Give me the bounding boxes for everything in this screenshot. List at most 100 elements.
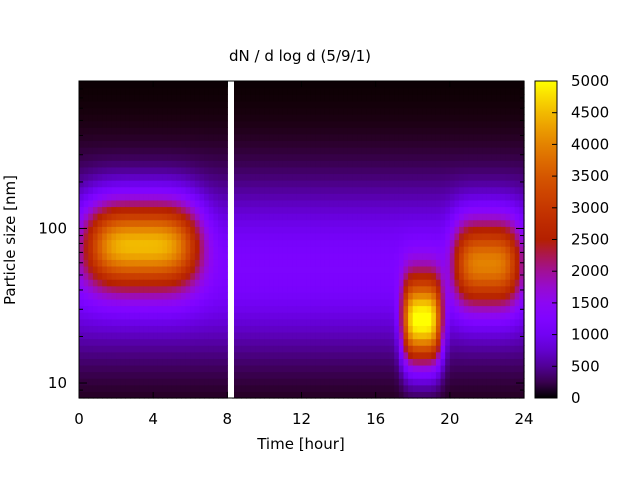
heatmap-cell <box>88 160 94 168</box>
heatmap-cell <box>111 279 117 287</box>
heatmap-cell <box>134 199 140 208</box>
heatmap-cell <box>519 378 525 386</box>
heatmap-cell <box>463 338 469 346</box>
heatmap-cell <box>278 160 284 168</box>
heatmap-cell <box>269 107 275 115</box>
heatmap-cell <box>431 120 437 128</box>
heatmap-cell <box>333 120 340 128</box>
heatmap-cell <box>125 232 131 241</box>
heatmap-cell <box>102 232 108 241</box>
heatmap-cell <box>352 160 358 168</box>
heatmap-cell <box>218 318 224 326</box>
heatmap-cell <box>389 345 395 353</box>
heatmap-cell <box>454 153 460 161</box>
heatmap-cell <box>116 173 122 181</box>
heatmap-cell <box>213 127 219 135</box>
heatmap-cell <box>176 371 182 379</box>
heatmap-cell <box>306 239 312 247</box>
heatmap-cell <box>449 166 456 175</box>
heatmap-cell <box>106 384 113 392</box>
heatmap-cell <box>185 331 191 340</box>
heatmap-cell <box>431 358 437 366</box>
heatmap-cell <box>431 318 437 326</box>
heatmap-cell <box>143 331 150 340</box>
heatmap-cell <box>398 232 405 241</box>
heatmap-cell <box>296 318 303 326</box>
heatmap-cell <box>259 318 266 326</box>
heatmap-cell <box>412 147 418 155</box>
heatmap-cell <box>176 166 182 175</box>
heatmap-cell <box>384 259 391 267</box>
heatmap-cell <box>180 87 187 95</box>
heatmap-cell <box>398 325 405 333</box>
heatmap-cell <box>477 206 483 214</box>
heatmap-cell <box>333 246 340 254</box>
heatmap-cell <box>157 378 164 386</box>
heatmap-cell <box>357 265 363 274</box>
heatmap-cell <box>389 318 395 326</box>
heatmap-cell <box>97 94 103 102</box>
heatmap-cell <box>97 193 103 201</box>
heatmap-cell <box>222 371 228 379</box>
heatmap-cell <box>120 180 126 188</box>
heatmap-cell <box>162 305 168 313</box>
heatmap-cell <box>120 219 126 227</box>
heatmap-cell <box>129 114 136 122</box>
heatmap-cell <box>398 226 405 234</box>
heatmap-cell <box>324 325 330 333</box>
y-axis-label: Particle size [nm] <box>1 175 19 305</box>
heatmap-cell <box>347 100 354 109</box>
heatmap-cell <box>213 285 219 293</box>
heatmap-cell <box>180 173 187 181</box>
heatmap-cell <box>176 272 182 280</box>
heatmap-cell <box>459 166 465 175</box>
heatmap-cell <box>357 173 363 181</box>
heatmap-cell <box>375 318 381 326</box>
heatmap-cell <box>185 325 191 333</box>
heatmap-cell <box>477 127 483 135</box>
heatmap-cell <box>320 180 326 188</box>
heatmap-cell <box>449 298 456 307</box>
heatmap-cell <box>129 226 136 234</box>
heatmap-cell <box>255 298 261 307</box>
heatmap-cell <box>347 292 354 300</box>
heatmap-cell <box>153 239 159 247</box>
heatmap-cell <box>329 239 335 247</box>
heatmap-cell <box>204 345 210 353</box>
heatmap-cell <box>454 114 460 122</box>
heatmap-cell <box>106 358 113 366</box>
heatmap-cell <box>120 226 126 234</box>
heatmap-cell <box>120 239 126 247</box>
heatmap-cell <box>338 338 344 346</box>
heatmap-cell <box>143 378 150 386</box>
heatmap-cell <box>134 239 140 247</box>
heatmap-cell <box>292 338 298 346</box>
heatmap-cell <box>486 226 493 234</box>
heatmap-cell <box>477 364 483 373</box>
heatmap-cell <box>222 318 228 326</box>
heatmap-cell <box>459 298 465 307</box>
heatmap-cell <box>463 384 469 392</box>
heatmap-cell <box>412 358 418 366</box>
heatmap-cell <box>134 272 140 280</box>
heatmap-cell <box>505 140 511 148</box>
heatmap-cell <box>264 153 270 161</box>
heatmap-cell <box>347 107 354 115</box>
heatmap-cell <box>292 81 298 89</box>
heatmap-cell <box>347 345 354 353</box>
heatmap-cell <box>111 378 117 386</box>
heatmap-cell <box>510 153 516 161</box>
heatmap-cell <box>83 107 89 115</box>
heatmap-cell <box>199 100 205 109</box>
heatmap-cell <box>468 114 474 122</box>
heatmap-cell <box>347 384 354 392</box>
heatmap-cell <box>454 364 460 373</box>
heatmap-cell <box>259 345 266 353</box>
heatmap-cell <box>417 120 423 128</box>
heatmap-cell <box>259 127 266 135</box>
heatmap-cell <box>139 180 145 188</box>
heatmap-cell <box>320 312 326 320</box>
heatmap-cell <box>287 120 293 128</box>
heatmap-cell <box>519 345 525 353</box>
heatmap-cell <box>459 160 465 168</box>
